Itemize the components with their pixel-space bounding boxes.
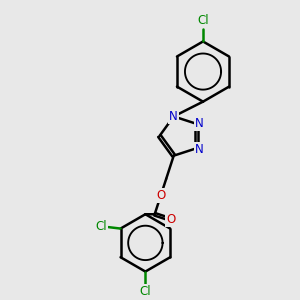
Text: N: N xyxy=(195,143,203,156)
Text: Cl: Cl xyxy=(95,220,107,233)
Text: Cl: Cl xyxy=(140,284,151,298)
Text: O: O xyxy=(167,213,176,226)
Text: Cl: Cl xyxy=(197,14,209,27)
Text: N: N xyxy=(195,117,203,130)
Text: O: O xyxy=(156,189,166,202)
Text: N: N xyxy=(169,110,178,123)
